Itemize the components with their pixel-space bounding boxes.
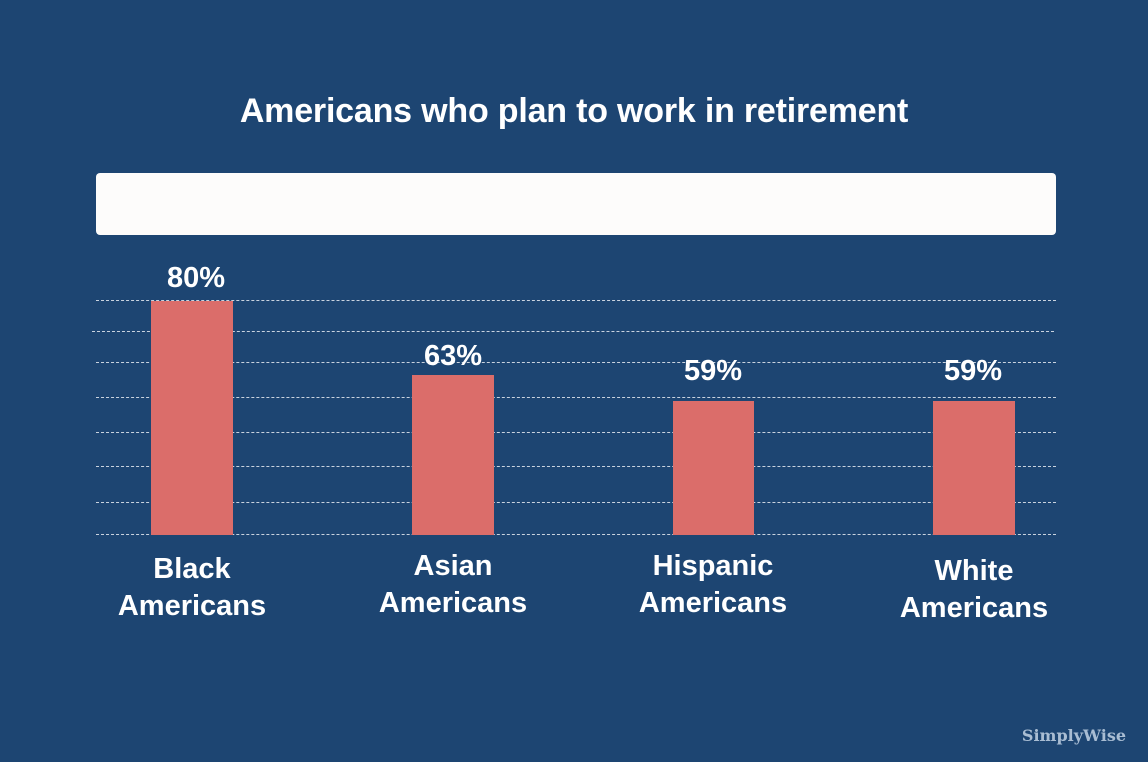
- gridline: [96, 466, 1056, 467]
- bar-asian-americans: [412, 375, 494, 535]
- category-label-hispanic: Hispanic Americans: [638, 550, 788, 619]
- category-label-white: White Americans: [899, 555, 1049, 624]
- value-label-hispanic: 59%: [683, 355, 743, 387]
- gridline: [96, 432, 1056, 433]
- gridline: [92, 331, 1054, 332]
- gridline: [96, 300, 1056, 301]
- bar-hispanic-americans: [673, 401, 754, 535]
- brand-logo: SimplyWise: [1021, 726, 1126, 745]
- gridline-baseline: [96, 534, 1056, 535]
- chart-title: Americans who plan to work in retirement: [239, 92, 909, 130]
- value-label-black: 80%: [166, 262, 226, 294]
- category-label-black: Black Americans: [117, 553, 267, 622]
- gridline: [96, 502, 1056, 503]
- value-label-white: 59%: [943, 355, 1003, 387]
- gridline: [96, 362, 1056, 363]
- value-label-asian: 63%: [423, 340, 483, 372]
- bar-white-americans: [933, 401, 1015, 535]
- gridline: [96, 397, 1056, 398]
- blank-banner: [96, 173, 1056, 235]
- category-label-asian: Asian Americans: [378, 550, 528, 619]
- bar-black-americans: [151, 301, 233, 535]
